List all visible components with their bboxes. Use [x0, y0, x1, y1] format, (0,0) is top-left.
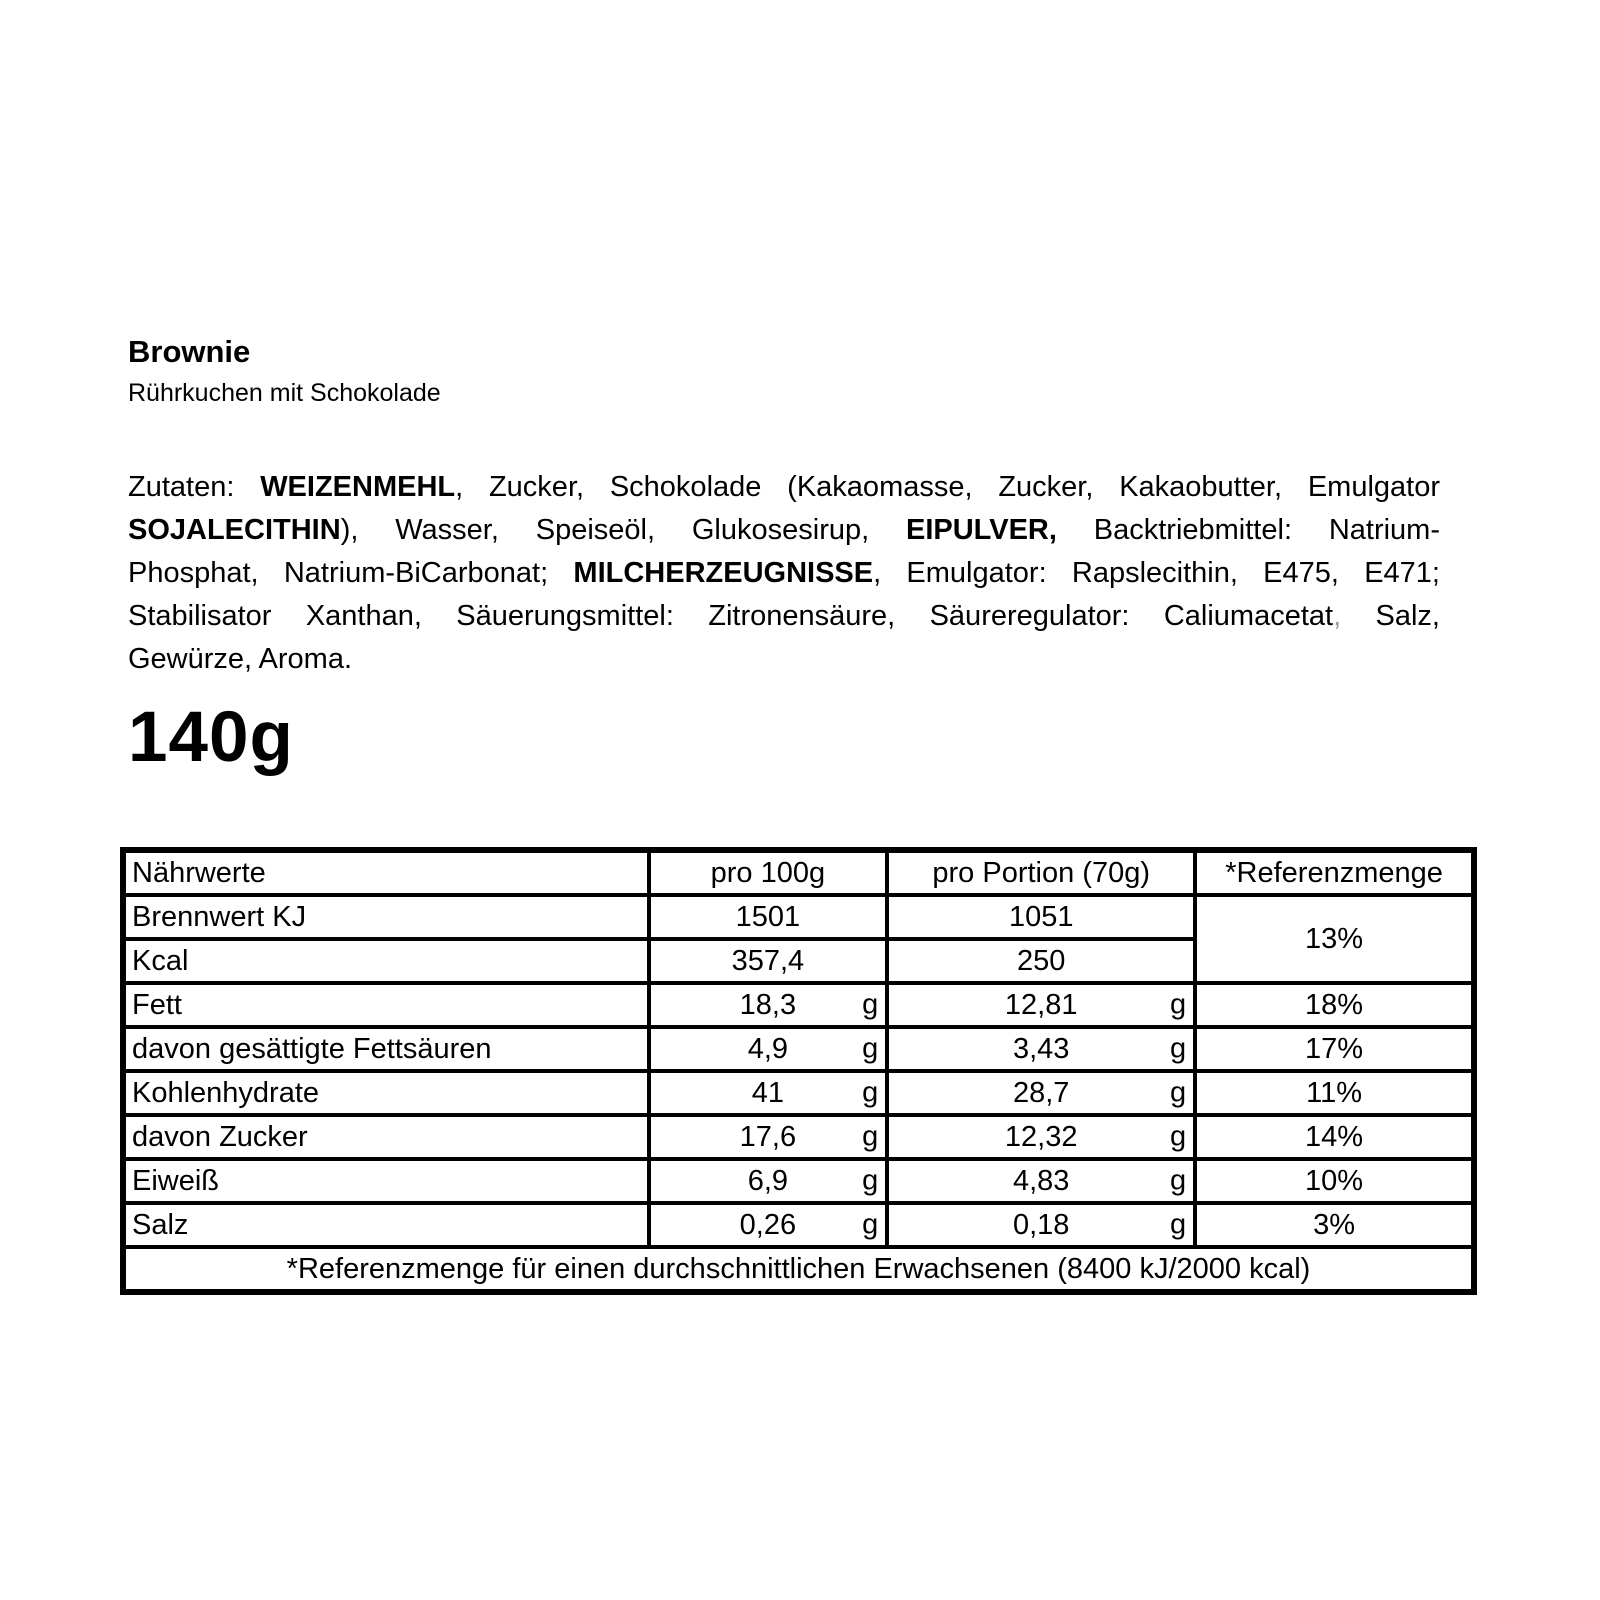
- ingredients-segment: , Zucker, Schokolade (Kakaomasse, Zucker…: [455, 471, 1440, 503]
- cell-reference: 17%: [1193, 1025, 1476, 1073]
- ingredients-line-4: Stabilisator Xanthan, Säuerungsmittel: Z…: [128, 595, 1440, 638]
- product-subtitle: Rührkuchen mit Schokolade: [128, 379, 441, 407]
- unit-gram: g: [862, 1032, 879, 1065]
- value: 3,43: [1012, 1032, 1070, 1065]
- product-title: Brownie: [128, 334, 251, 369]
- ingredients-segment: ), Wasser, Speiseöl, Glukosesirup,: [340, 514, 906, 546]
- table-row-kohlenhydrate: Kohlenhydrate 41 g 28,7 g 11%: [121, 1069, 1476, 1117]
- cell-per100: 18,3 g: [646, 981, 890, 1029]
- header-reference: *Referenzmenge: [1193, 848, 1476, 897]
- table-footnote-row: *Referenzmenge für einen durchschnittlic…: [121, 1245, 1476, 1294]
- cell-portion: 12,32 g: [885, 1113, 1198, 1161]
- header-per100: pro 100g: [646, 848, 890, 897]
- ingredients-line-1: Zutaten: WEIZENMEHL, Zucker, Schokolade …: [128, 466, 1440, 509]
- value: 17,6: [739, 1120, 797, 1153]
- table-row-eiweiss: Eiweiß 6,9 g 4,83 g 10%: [121, 1157, 1476, 1205]
- cell-per100: 6,9 g: [646, 1157, 890, 1205]
- cell-reference: 11%: [1193, 1069, 1476, 1117]
- ingredients-segment: Backtriebmittel: Natrium-: [1056, 514, 1440, 546]
- header-nutrients: Nährwerte: [121, 848, 651, 897]
- ingredients-segment: Salz,: [1341, 600, 1441, 632]
- footnote: *Referenzmenge für einen durchschnittlic…: [121, 1245, 1476, 1294]
- cell-portion: 1051: [885, 893, 1198, 941]
- cell-portion: 28,7 g: [885, 1069, 1198, 1117]
- ingredients-segment: , Emulgator: Rapslecithin, E475, E471;: [873, 557, 1440, 589]
- cell-portion: 250: [885, 937, 1198, 985]
- net-weight: 140g: [128, 698, 294, 777]
- unit-gram: g: [862, 1076, 879, 1109]
- cell-reference: 3%: [1193, 1201, 1476, 1249]
- unit-gram: g: [1170, 988, 1187, 1021]
- unit-gram: g: [862, 1208, 879, 1241]
- unit-gram: g: [862, 988, 879, 1021]
- value: 18,3: [739, 988, 797, 1021]
- value: 0,26: [739, 1208, 797, 1241]
- cell-portion: 4,83 g: [885, 1157, 1198, 1205]
- nutrition-table: Nährwerte pro 100g pro Portion (70g) *Re…: [120, 847, 1477, 1295]
- cell-per100: 4,9 g: [646, 1025, 890, 1073]
- ingredients-segment: Gewürze, Aroma.: [128, 643, 353, 675]
- table-header-row: Nährwerte pro 100g pro Portion (70g) *Re…: [121, 848, 1476, 897]
- unit-gram: g: [1170, 1164, 1187, 1197]
- cell-per100: 41 g: [646, 1069, 890, 1117]
- cell-reference: 18%: [1193, 981, 1476, 1029]
- value: 4,83: [1012, 1164, 1070, 1197]
- cell-label: Eiweiß: [121, 1157, 651, 1205]
- cell-portion: 12,81 g: [885, 981, 1198, 1029]
- cell-energy-reference: 13%: [1193, 893, 1476, 985]
- ingredients-line-2: SOJALECITHIN), Wasser, Speiseöl, Glukose…: [128, 509, 1440, 552]
- cell-per100: 0,26 g: [646, 1201, 890, 1249]
- value: 4,9: [747, 1032, 789, 1065]
- unit-gram: g: [1170, 1032, 1187, 1065]
- cell-label: Salz: [121, 1201, 651, 1249]
- table-row-gesaettigte-fettsaeuren: davon gesättigte Fettsäuren 4,9 g 3,43 g 1…: [121, 1025, 1476, 1073]
- table-row-energy-kj: Brennwert KJ 1501 1051 13%: [121, 893, 1476, 985]
- ingredients-segment-allergen: MILCHERZEUGNISSE: [573, 557, 874, 589]
- ingredients-segment: Zutaten:: [128, 471, 261, 503]
- unit-gram: g: [1170, 1076, 1187, 1109]
- header-per-portion: pro Portion (70g): [885, 848, 1198, 897]
- ingredients-segment-allergen: EIPULVER,: [906, 514, 1057, 546]
- cell-portion: 3,43 g: [885, 1025, 1198, 1073]
- value: 41: [751, 1076, 785, 1109]
- cell-per100: 357,4: [646, 937, 890, 985]
- table-row-energy-kcal: Kcal 357,4 250: [121, 937, 1474, 985]
- unit-gram: g: [1170, 1120, 1187, 1153]
- cell-per100: 1501: [646, 893, 890, 941]
- ingredients-paragraph: Zutaten: WEIZENMEHL, Zucker, Schokolade …: [128, 466, 1440, 681]
- ingredients-segment-muted-comma: ,: [1333, 600, 1342, 632]
- ingredients-line-5: Gewürze, Aroma.: [128, 638, 1440, 681]
- table-row-salz: Salz 0,26 g 0,18 g 3%: [121, 1201, 1476, 1249]
- cell-reference: 14%: [1193, 1113, 1476, 1161]
- unit-gram: g: [862, 1164, 879, 1197]
- ingredients-segment-allergen: WEIZENMEHL: [260, 471, 456, 503]
- unit-gram: g: [862, 1120, 879, 1153]
- value: 28,7: [1012, 1076, 1070, 1109]
- unit-gram: g: [1170, 1208, 1187, 1241]
- value: 6,9: [747, 1164, 789, 1197]
- table-row-zucker: davon Zucker 17,6 g 12,32 g 14%: [121, 1113, 1476, 1161]
- cell-label: Fett: [121, 981, 651, 1029]
- value: 0,18: [1012, 1208, 1070, 1241]
- table-row-fett: Fett 18,3 g 12,81 g 18%: [121, 981, 1476, 1029]
- cell-label: Kohlenhydrate: [121, 1069, 651, 1117]
- cell-per100: 17,6 g: [646, 1113, 890, 1161]
- ingredients-segment-allergen: SOJALECITHIN: [128, 514, 341, 546]
- ingredients-line-3: Phosphat, Natrium-BiCarbonat; MILCHERZEU…: [128, 552, 1440, 595]
- ingredients-segment: Phosphat, Natrium-BiCarbonat;: [128, 557, 574, 589]
- cell-label: davon gesättigte Fettsäuren: [121, 1025, 651, 1073]
- cell-portion: 0,18 g: [885, 1201, 1198, 1249]
- cell-label: Kcal: [121, 937, 651, 985]
- cell-label: davon Zucker: [121, 1113, 651, 1161]
- value: 12,81: [1004, 988, 1078, 1021]
- cell-reference: 10%: [1193, 1157, 1476, 1205]
- ingredients-segment: Stabilisator Xanthan, Säuerungsmittel: Z…: [128, 600, 1334, 632]
- value: 12,32: [1004, 1120, 1078, 1153]
- cell-label: Brennwert KJ: [121, 893, 651, 941]
